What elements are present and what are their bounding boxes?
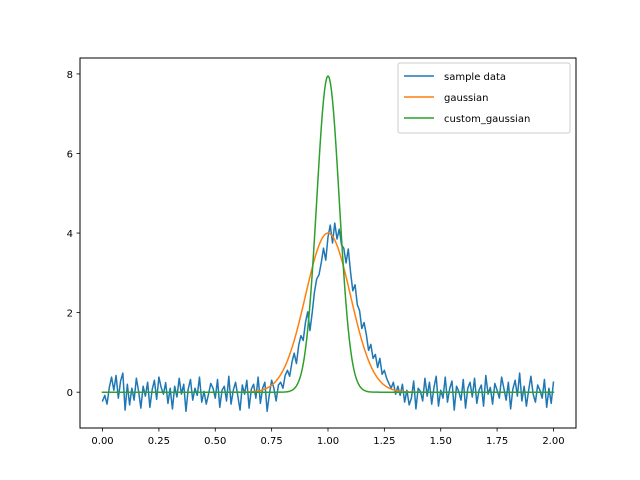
x-tick-label: 1.25	[373, 436, 395, 447]
series-line-sample-data	[101, 222, 555, 413]
x-tick-label: 0.00	[91, 436, 113, 447]
x-tick-label: 1.75	[486, 436, 508, 447]
y-axis: 0 2 4 6 8	[67, 70, 80, 399]
x-tick-label: 1.00	[317, 436, 339, 447]
x-tick-label: 0.50	[204, 436, 226, 447]
series-line-custom-gaussian	[101, 75, 555, 393]
x-axis: 0.00 0.25 0.50 0.75 1.00 1.25 1.50 1.75 2.00	[91, 428, 565, 447]
legend: sample data gaussian custom_gaussian	[397, 62, 571, 134]
x-tick-label: 2.00	[542, 436, 564, 447]
x-tick-label: 0.75	[261, 436, 283, 447]
legend-label: sample data	[444, 72, 506, 83]
legend-label: custom_gaussian	[444, 114, 530, 125]
x-tick-label: 0.25	[148, 436, 170, 447]
y-tick-label: 6	[67, 149, 73, 160]
legend-box	[397, 62, 571, 134]
y-tick-label: 0	[67, 388, 73, 399]
y-tick-label: 2	[67, 309, 73, 320]
y-tick-label: 4	[67, 229, 73, 240]
plot-lines	[101, 75, 555, 413]
x-tick-label: 1.50	[430, 436, 452, 447]
y-tick-label: 8	[67, 70, 73, 81]
legend-label: gaussian	[444, 93, 488, 104]
